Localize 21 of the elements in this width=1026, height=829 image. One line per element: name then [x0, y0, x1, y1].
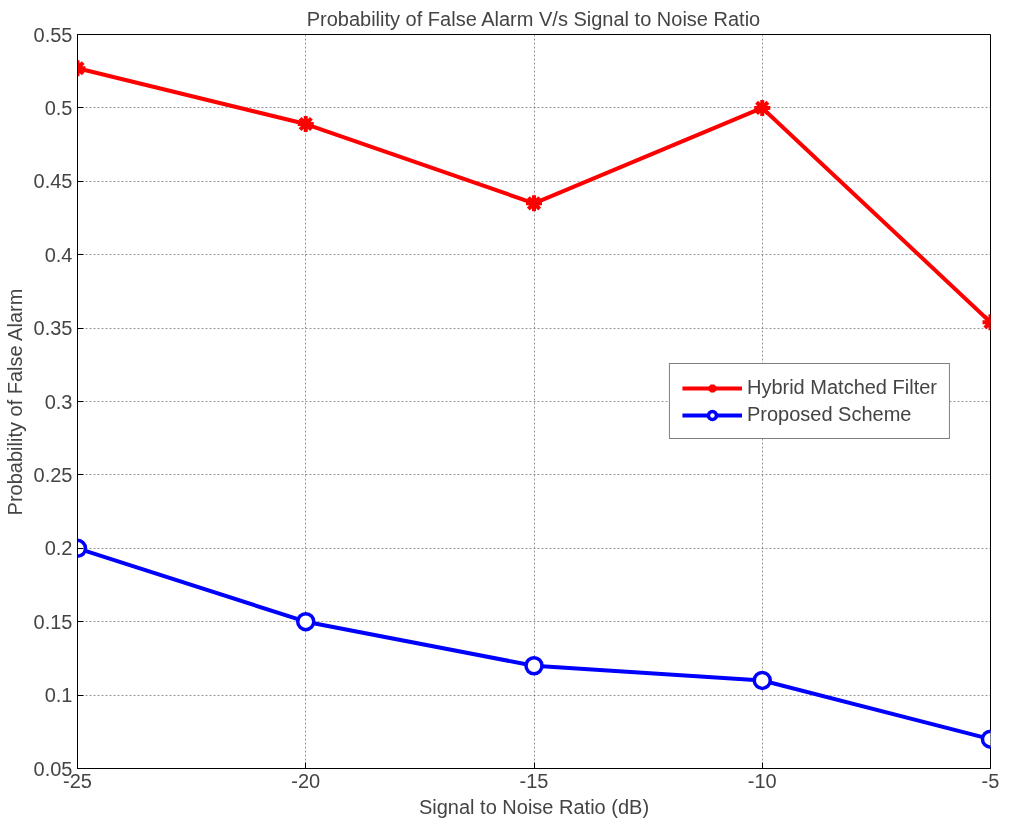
x-tick-label: -15	[519, 769, 549, 792]
y-tick-label: 0.1	[44, 684, 73, 707]
y-tick-label: 0.5	[44, 96, 73, 119]
chart-title: Probability of False Alarm V/s Signal to Noise Ratio	[306, 7, 761, 30]
y-tick-label: 0.3	[44, 390, 73, 413]
legend-label: Proposed Scheme	[746, 403, 912, 426]
y-tick-label: 0.35	[33, 317, 73, 340]
y-axis-title: Probability of False Alarm	[3, 288, 26, 516]
y-tick-label: 0.45	[33, 170, 73, 193]
y-tick-label: 0.15	[33, 610, 73, 633]
x-tick-label: -5	[981, 769, 1000, 792]
x-axis-title: Signal to Noise Ratio (dB)	[418, 795, 650, 818]
point	[524, 193, 544, 214]
x-tick-label: -20	[291, 769, 321, 792]
y-tick-label: 0.4	[44, 243, 73, 266]
y-tick-label: 0.25	[33, 463, 73, 486]
legend-label: Hybrid Matched Filter	[746, 376, 937, 399]
y-tick-label: 0.2	[44, 537, 73, 560]
y-tick-label: 0.55	[33, 23, 73, 46]
point	[524, 656, 544, 676]
x-tick-label: -10	[747, 769, 777, 792]
